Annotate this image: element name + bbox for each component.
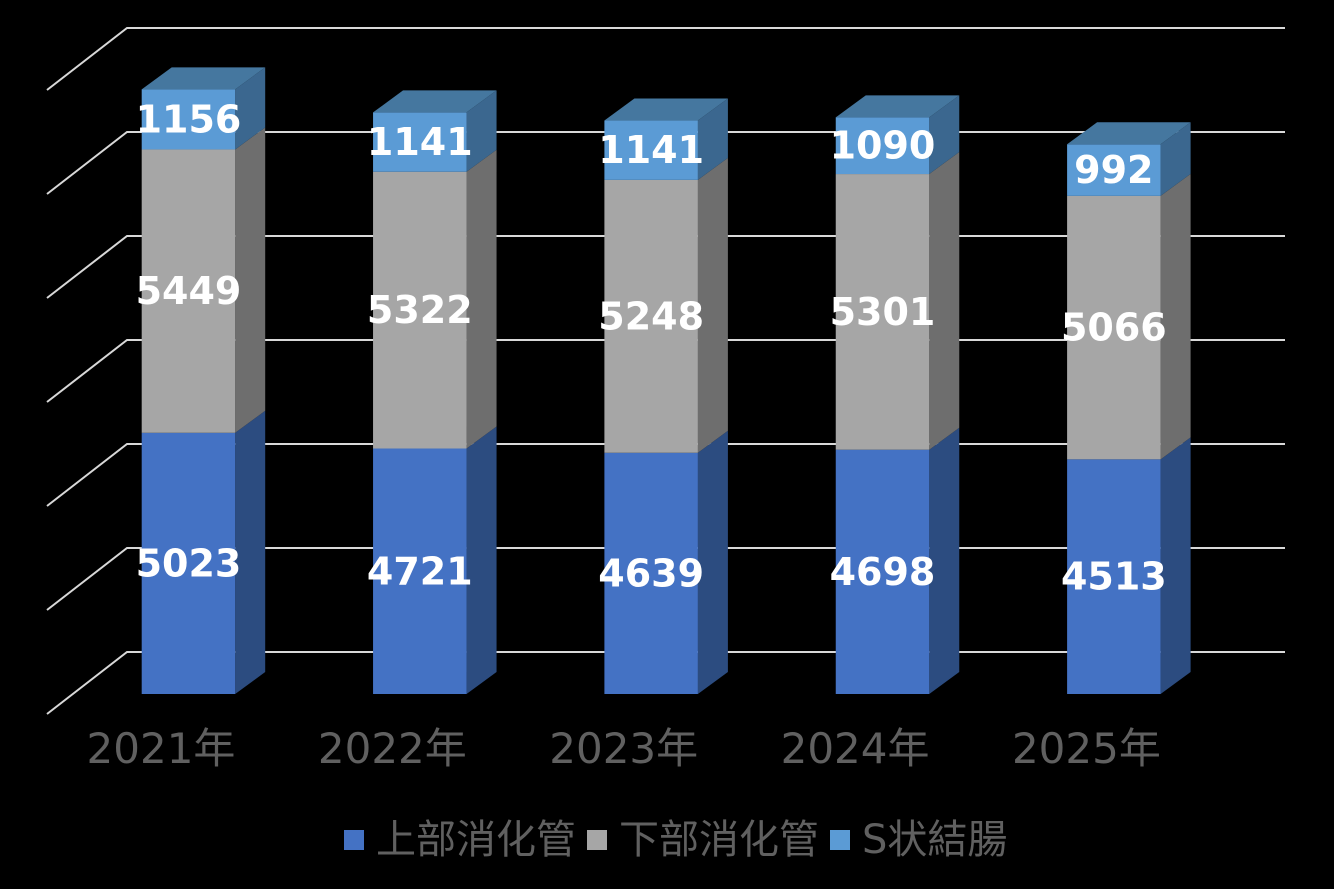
bar-top-face — [373, 90, 497, 113]
bar-side-face — [235, 127, 266, 433]
bar-front-face — [373, 112, 467, 172]
bar-side-face — [466, 426, 497, 694]
bar-front-face — [141, 149, 236, 433]
value-label: 992 — [1074, 148, 1153, 192]
value-label: 5301 — [830, 290, 936, 334]
bar-top-face — [835, 95, 960, 118]
bar-2022年: 4721 5322 1141 — [367, 90, 497, 694]
legend-label: S状結腸 — [862, 817, 1007, 863]
bar-side-face — [697, 98, 728, 180]
bar-side-face — [929, 152, 960, 450]
value-label: 5248 — [598, 294, 704, 338]
legend-label: 上部消化管 — [376, 817, 576, 863]
value-label: 4513 — [1061, 555, 1167, 599]
bar-front-face — [835, 117, 930, 175]
x-axis-label-2024年: 2024年 — [781, 724, 930, 773]
bar-front-face — [1067, 144, 1161, 196]
bar-side-face — [466, 149, 497, 449]
x-axis-label-2021年: 2021年 — [87, 724, 236, 773]
gridline-12000 — [46, 27, 1285, 91]
value-label: 4721 — [367, 549, 473, 593]
legend-marker — [830, 830, 850, 850]
bar-front-face — [604, 179, 698, 453]
bar-side-face — [1160, 437, 1191, 694]
bar-2024年: 4698 5301 1090 — [830, 95, 960, 694]
bar-front-face — [604, 452, 698, 694]
bar-side-face — [235, 410, 266, 694]
x-axis-label-2025年: 2025年 — [1012, 724, 1161, 773]
bar-2023年: 4639 5248 1141 — [598, 98, 728, 694]
value-label: 1156 — [136, 97, 242, 141]
legend-item-上部消化管: 上部消化管 — [344, 817, 576, 863]
bar-front-face — [141, 89, 236, 150]
bar-front-face — [141, 432, 236, 694]
bar-front-face — [1067, 195, 1161, 460]
value-label: 5322 — [367, 288, 473, 332]
bar-top-face — [1067, 122, 1191, 145]
bar-side-face — [929, 427, 960, 694]
bar-top-face — [141, 67, 266, 90]
value-label: 1141 — [598, 128, 704, 172]
value-label: 4698 — [830, 550, 936, 594]
bar-side-face — [697, 157, 728, 453]
legend: 上部消化管 下部消化管 S状結腸 — [344, 817, 1007, 863]
bar-side-face — [1160, 173, 1191, 460]
value-label: 1141 — [367, 120, 473, 164]
bar-front-face — [373, 171, 467, 449]
legend-label: 下部消化管 — [619, 817, 819, 863]
legend-item-下部消化管: 下部消化管 — [587, 817, 819, 863]
value-label: 1090 — [830, 124, 936, 168]
x-axis-label-2022年: 2022年 — [318, 724, 467, 773]
bar-2025年: 4513 5066 992 — [1061, 122, 1191, 694]
bar-2021年: 5023 5449 1156 — [136, 67, 266, 694]
legend-marker — [344, 830, 364, 850]
bar-side-face — [1160, 122, 1191, 196]
value-label: 5066 — [1061, 306, 1167, 350]
bar-front-face — [604, 120, 698, 180]
bar-front-face — [835, 449, 930, 694]
legend-item-S状結腸: S状結腸 — [830, 817, 1007, 863]
legend-marker — [587, 830, 607, 850]
value-label: 5449 — [136, 269, 242, 313]
x-axis-label-2023年: 2023年 — [549, 724, 698, 773]
bar-side-face — [929, 95, 960, 175]
bar-top-face — [604, 98, 728, 121]
bar-front-face — [835, 174, 930, 450]
bar-side-face — [697, 430, 728, 694]
bar-side-face — [466, 90, 497, 172]
value-label: 4639 — [598, 551, 704, 595]
bar-front-face — [373, 448, 467, 694]
bar-front-face — [1067, 459, 1161, 694]
value-label: 5023 — [136, 541, 242, 585]
bar-side-face — [235, 67, 266, 150]
